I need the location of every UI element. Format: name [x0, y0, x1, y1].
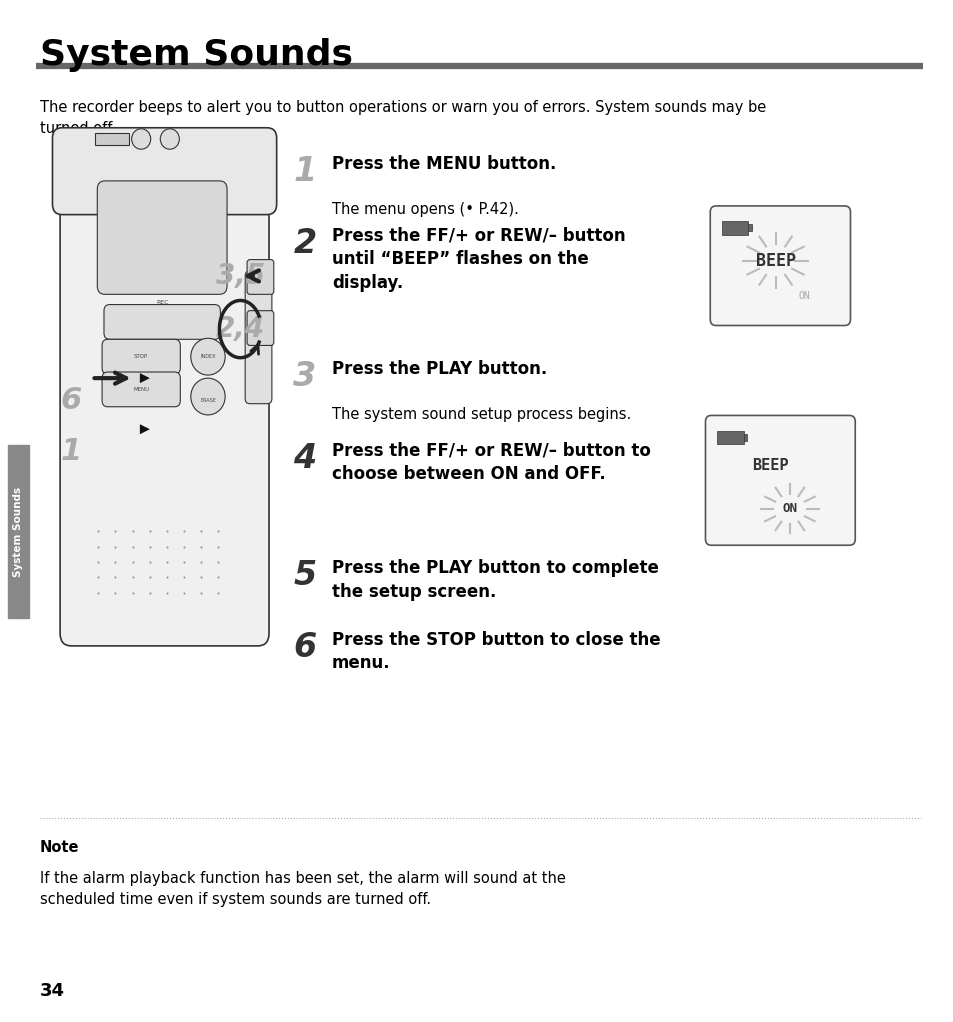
- Text: 3: 3: [294, 360, 316, 392]
- FancyBboxPatch shape: [102, 372, 180, 407]
- Text: Press the FF/+ or REW/– button
until “BEEP” flashes on the
display.: Press the FF/+ or REW/– button until “BE…: [332, 227, 625, 292]
- Text: Press the PLAY button.: Press the PLAY button.: [332, 360, 547, 378]
- FancyBboxPatch shape: [247, 260, 274, 294]
- Text: BEEP: BEEP: [755, 251, 795, 270]
- Text: ERASE: ERASE: [200, 399, 215, 403]
- FancyBboxPatch shape: [60, 161, 269, 646]
- Text: 1: 1: [61, 437, 82, 466]
- Bar: [747, 225, 751, 232]
- FancyBboxPatch shape: [97, 181, 227, 294]
- Text: Press the STOP button to close the
menu.: Press the STOP button to close the menu.: [332, 631, 659, 672]
- Text: 5: 5: [294, 559, 316, 592]
- Text: Note: Note: [40, 840, 79, 855]
- Bar: [716, 431, 742, 444]
- FancyBboxPatch shape: [102, 339, 180, 374]
- Bar: [8, 445, 29, 618]
- FancyBboxPatch shape: [245, 271, 272, 404]
- FancyBboxPatch shape: [52, 128, 276, 215]
- Bar: [720, 221, 747, 235]
- Text: 6: 6: [294, 631, 316, 663]
- Text: The system sound setup process begins.: The system sound setup process begins.: [332, 407, 631, 422]
- Text: 3,5: 3,5: [216, 262, 265, 290]
- Text: The recorder beeps to alert you to button operations or warn you of errors. Syst: The recorder beeps to alert you to butto…: [40, 100, 765, 136]
- Text: If the alarm playback function has been set, the alarm will sound at the
schedul: If the alarm playback function has been …: [40, 871, 565, 907]
- Text: Press the PLAY button to complete
the setup screen.: Press the PLAY button to complete the se…: [332, 559, 659, 601]
- Text: ON: ON: [781, 503, 797, 515]
- Text: REC: REC: [155, 300, 169, 306]
- Text: STOP: STOP: [134, 355, 148, 359]
- Text: BEEP: BEEP: [752, 458, 788, 472]
- Text: 2: 2: [294, 227, 316, 260]
- Text: 2,4: 2,4: [216, 315, 265, 343]
- Bar: [95, 133, 129, 145]
- Text: 4: 4: [294, 442, 316, 474]
- FancyBboxPatch shape: [247, 311, 274, 345]
- Circle shape: [191, 378, 225, 415]
- Circle shape: [132, 129, 151, 149]
- Text: Press the FF/+ or REW/– button to
choose between ON and OFF.: Press the FF/+ or REW/– button to choose…: [332, 442, 650, 483]
- Text: System Sounds: System Sounds: [13, 486, 23, 576]
- Text: 6: 6: [61, 386, 82, 415]
- FancyBboxPatch shape: [104, 305, 220, 339]
- Circle shape: [160, 129, 179, 149]
- Text: 1: 1: [294, 155, 316, 188]
- Circle shape: [191, 338, 225, 375]
- Bar: [743, 433, 747, 442]
- Text: System Sounds: System Sounds: [40, 38, 353, 72]
- Text: ON: ON: [798, 291, 809, 301]
- Text: MENU: MENU: [133, 387, 149, 391]
- FancyBboxPatch shape: [704, 415, 854, 545]
- Text: INDEX: INDEX: [200, 355, 215, 359]
- Text: Press the MENU button.: Press the MENU button.: [332, 155, 556, 174]
- FancyBboxPatch shape: [709, 205, 850, 325]
- Text: The menu opens (• P.42).: The menu opens (• P.42).: [332, 202, 518, 218]
- Text: 34: 34: [40, 981, 65, 1000]
